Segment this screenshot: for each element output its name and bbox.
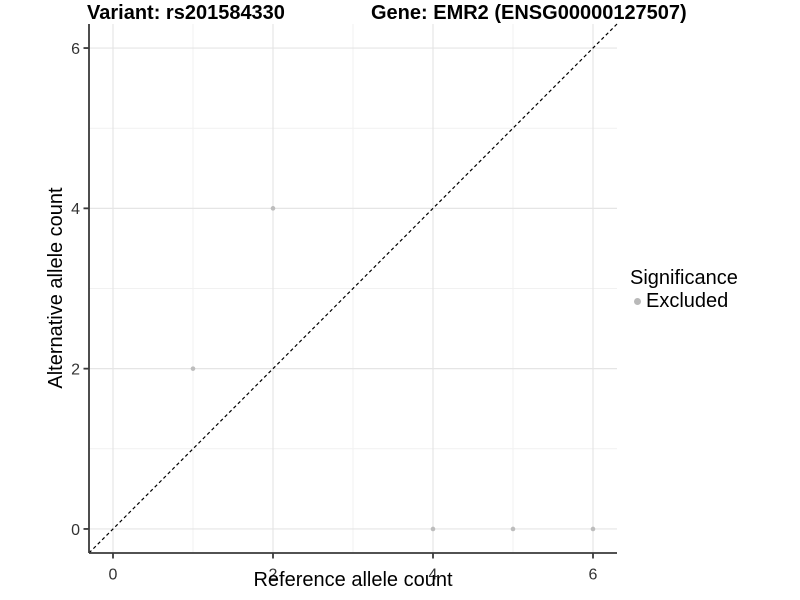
plot-title-gene: Gene: EMR2 (ENSG00000127507) — [371, 2, 687, 24]
y-tick-label: 6 — [71, 41, 80, 58]
plot-title-variant: Variant: rs201584330 — [87, 2, 285, 24]
legend-title: Significance — [630, 267, 738, 289]
x-axis-title: Reference allele count — [253, 569, 453, 591]
y-tick-label: 0 — [71, 522, 80, 539]
y-tick-label: 4 — [71, 201, 80, 218]
data-point — [430, 526, 436, 532]
y-axis-title: Alternative allele count — [45, 187, 67, 389]
legend-item-excluded: Excluded — [630, 291, 738, 312]
legend-item-label: Excluded — [646, 290, 729, 312]
x-tick-label: 4 — [429, 567, 438, 584]
legend-point-icon — [634, 298, 641, 305]
legend: Significance Excluded — [630, 268, 738, 312]
x-tick-label: 0 — [109, 567, 118, 584]
x-tick-label: 6 — [589, 567, 598, 584]
identity-line — [88, 23, 618, 554]
data-point — [270, 206, 276, 211]
data-point — [590, 526, 596, 532]
data-point — [510, 526, 516, 532]
data-point — [190, 366, 196, 371]
y-tick-label: 2 — [71, 361, 80, 378]
x-tick-label: 2 — [269, 567, 278, 584]
